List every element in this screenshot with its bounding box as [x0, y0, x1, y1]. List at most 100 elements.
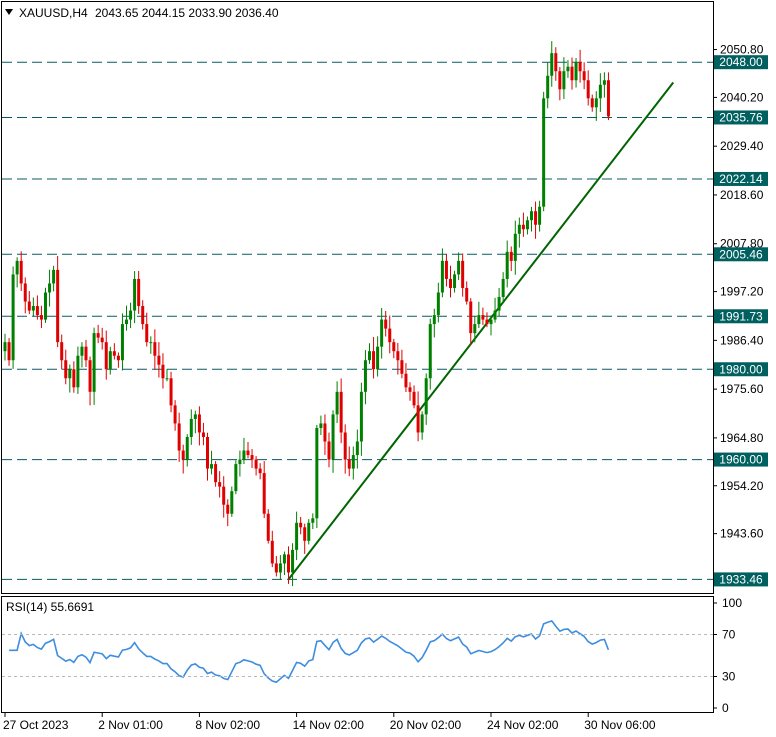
candle-body: [311, 518, 315, 523]
candle-body: [11, 274, 15, 361]
rsi-tick-label: 100: [722, 596, 742, 610]
candle-body: [278, 563, 282, 573]
candle-body: [396, 351, 400, 361]
candle-body: [27, 301, 31, 311]
candle-body: [493, 310, 497, 320]
candle-body: [380, 319, 384, 347]
candle-body: [590, 98, 594, 108]
candle-body: [287, 554, 290, 573]
rsi-tick-label: 70: [722, 628, 736, 642]
candle-body: [335, 391, 339, 415]
candle-body: [112, 351, 116, 356]
candle-body: [60, 342, 64, 361]
candle-body: [137, 278, 141, 307]
candle-body: [222, 486, 226, 505]
candle-body: [3, 342, 7, 352]
candle-body: [197, 414, 201, 433]
candle-body: [88, 360, 92, 392]
candle-body: [15, 260, 19, 275]
candle-body: [157, 355, 161, 365]
candle-body: [125, 319, 128, 325]
candle-body: [48, 283, 52, 293]
level-badge-label: 2005.46: [719, 247, 763, 261]
rsi-line: [9, 619, 610, 684]
candle-body: [165, 378, 169, 380]
candle-body: [266, 513, 270, 541]
candle-body: [234, 464, 238, 492]
price-tick-label: 2029.40: [720, 139, 764, 153]
candle-body: [161, 364, 165, 379]
candle-body: [44, 292, 47, 320]
candle-body: [376, 346, 380, 370]
candle-body: [347, 459, 351, 469]
rsi-title: RSI(14) 55.6691: [6, 600, 94, 614]
candle-body: [509, 251, 513, 261]
candle-body: [327, 441, 331, 460]
price-axis: 2050.80 2040.20 2029.40 2018.60 2007.80 1997.…: [713, 43, 764, 541]
candle-body: [586, 80, 590, 99]
level-badge: [714, 110, 768, 125]
candle-body: [92, 333, 96, 392]
candle-body: [525, 220, 529, 230]
collapse-triangle-icon[interactable]: [5, 9, 13, 15]
price-panel-frame: [1, 1, 714, 594]
level-badge: [714, 171, 768, 186]
candle-body: [274, 563, 278, 573]
candle-body: [424, 378, 428, 415]
candle-body: [104, 342, 108, 370]
candle-body: [477, 315, 481, 325]
symbol-label: XAUUSD,H4: [19, 6, 88, 20]
candle-body: [250, 455, 254, 460]
level-badges: 2048.00 2035.76 2022.14 2005.46 1991.73 1980.…: [714, 55, 768, 587]
candle-body: [428, 324, 432, 379]
level-badge: [714, 309, 768, 324]
candle-body: [68, 369, 72, 379]
candle-body: [521, 224, 525, 230]
price-tick-label: 2050.80: [720, 43, 764, 57]
candle-body: [574, 62, 578, 81]
candle-body: [133, 278, 137, 311]
candle-body: [210, 464, 214, 469]
candle-body: [230, 491, 234, 514]
candle-body: [120, 324, 124, 361]
candle-body: [39, 315, 43, 320]
candle-body: [542, 98, 546, 207]
level-badge-label: 1960.00: [719, 453, 763, 467]
candle-body: [489, 319, 493, 325]
price-tick-label: 2007.80: [720, 237, 764, 251]
candle-body: [368, 351, 371, 361]
candle-body: [31, 306, 35, 311]
candle-body: [100, 337, 104, 343]
level-badge-label: 1980.00: [719, 362, 763, 376]
candle-body: [602, 80, 606, 85]
ohlc-values: 2043.65 2044.15 2033.90 2036.40: [95, 6, 279, 20]
candle-body: [372, 351, 376, 370]
candle-body: [7, 342, 11, 361]
level-badge-label: 2035.76: [719, 110, 763, 124]
rsi-tick-label: 30: [722, 670, 736, 684]
candle-body: [469, 301, 473, 334]
candle-body: [355, 441, 359, 456]
candle-body: [35, 306, 39, 316]
time-tick-label: 8 Nov 02:00: [195, 718, 260, 732]
candle-body: [141, 306, 145, 325]
candle-body: [343, 432, 347, 460]
candle-body: [497, 297, 501, 311]
candle-body: [550, 53, 554, 76]
price-tick-label: 2018.60: [720, 188, 764, 202]
candle-body: [72, 369, 76, 388]
candle-body: [56, 269, 60, 343]
trendline[interactable]: [287, 81, 675, 581]
candle-body: [501, 278, 505, 297]
candle-body: [481, 315, 485, 320]
candle-body: [388, 328, 392, 343]
price-tick-label: 1997.20: [720, 285, 764, 299]
candle-body: [149, 342, 153, 344]
candle-body: [169, 378, 173, 406]
candle-body: [517, 224, 521, 234]
candle-body: [270, 540, 274, 564]
candle-body: [449, 278, 452, 288]
candle-body: [530, 211, 533, 221]
rsi-axis: 100 70 30 0: [2, 596, 742, 715]
